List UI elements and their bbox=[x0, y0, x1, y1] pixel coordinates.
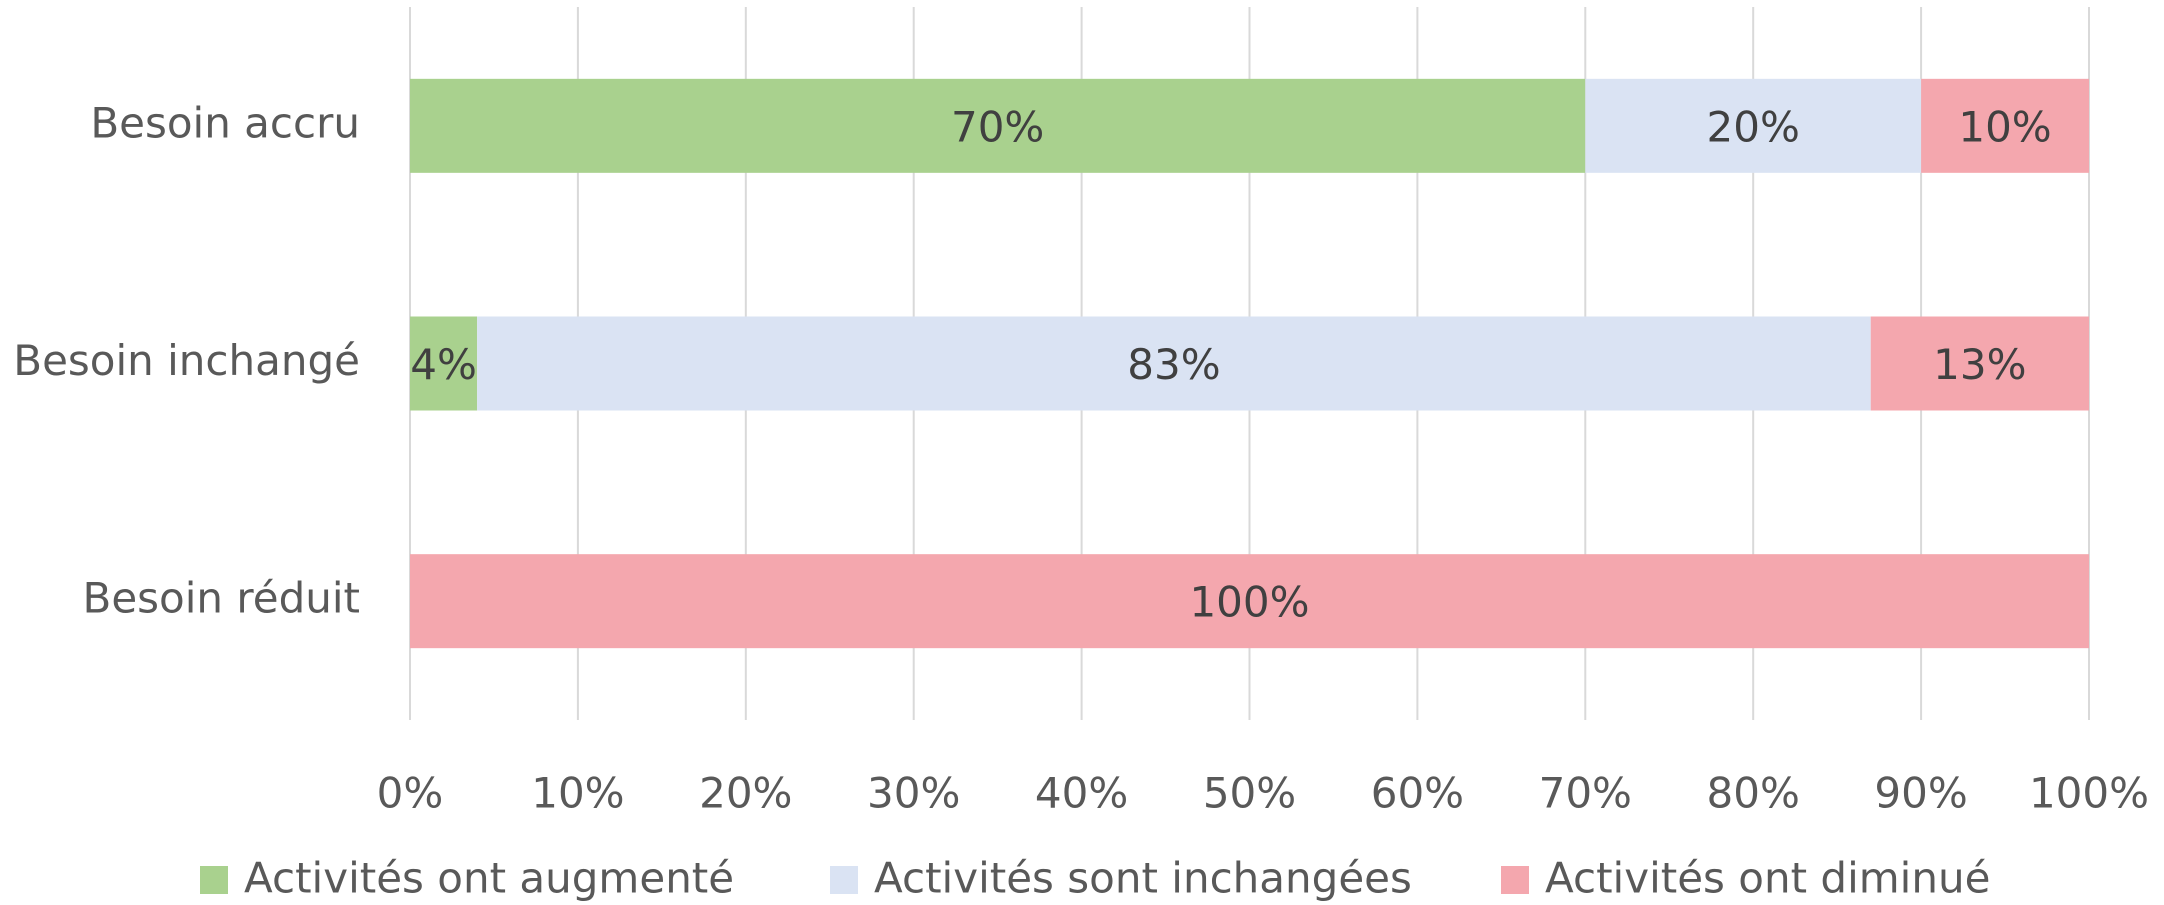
bar-segment bbox=[1870, 316, 2089, 411]
y-tick-label: Besoin réduit bbox=[83, 574, 360, 623]
bar-label: 13% bbox=[1933, 340, 2026, 389]
bar-segment bbox=[410, 554, 2089, 649]
bar-segment bbox=[410, 316, 478, 411]
x-tick-label: 60% bbox=[1371, 769, 1464, 818]
legend-swatch bbox=[830, 866, 858, 894]
bar-label: 100% bbox=[1189, 578, 1309, 627]
bar-label: 83% bbox=[1127, 340, 1220, 389]
bar-label: 20% bbox=[1707, 102, 1800, 151]
legend-swatch bbox=[200, 866, 228, 894]
x-tick-label: 40% bbox=[1035, 769, 1128, 818]
bar-label: 10% bbox=[1958, 102, 2051, 151]
y-tick-label: Besoin accru bbox=[90, 98, 360, 147]
x-tick-label: 90% bbox=[1874, 769, 1967, 818]
x-tick-label: 80% bbox=[1707, 769, 1800, 818]
x-tick-label: 100% bbox=[2029, 769, 2149, 818]
x-tick-label: 50% bbox=[1203, 769, 1296, 818]
legend-label: Activités ont augmenté bbox=[244, 854, 734, 903]
x-tick-label: 70% bbox=[1539, 769, 1632, 818]
x-tick-label: 20% bbox=[699, 769, 792, 818]
legend-label: Activités ont diminué bbox=[1545, 854, 1990, 903]
legend-swatch bbox=[1501, 866, 1529, 894]
bar-segment bbox=[410, 78, 1586, 173]
x-tick-label: 30% bbox=[867, 769, 960, 818]
bar-segment bbox=[1921, 78, 2089, 173]
legend-label: Activités sont inchangées bbox=[874, 854, 1412, 903]
x-tick-label: 0% bbox=[377, 769, 444, 818]
bar-label: 4% bbox=[410, 340, 477, 389]
x-tick-label: 10% bbox=[531, 769, 624, 818]
bar-segment bbox=[1585, 78, 1922, 173]
bar-segment bbox=[477, 316, 1871, 411]
y-tick-label: Besoin inchangé bbox=[13, 336, 360, 385]
bar-label: 70% bbox=[951, 102, 1044, 151]
